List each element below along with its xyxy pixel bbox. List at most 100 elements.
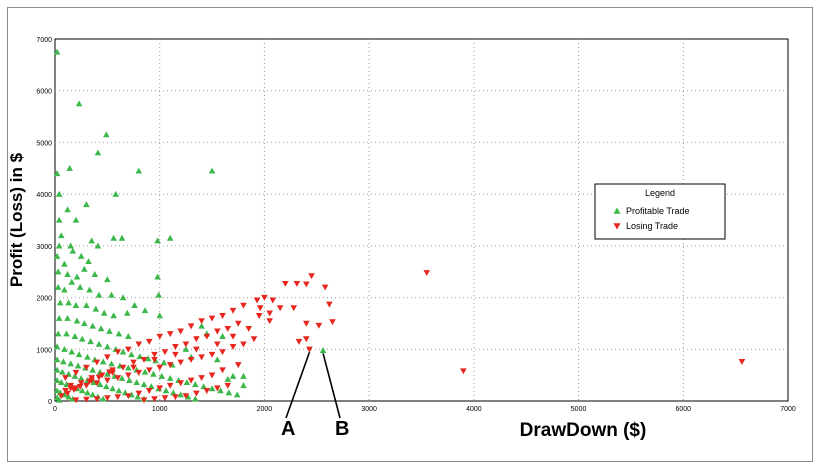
profitable-trade-point [134,393,142,400]
x-tick-label: 1000 [152,406,168,413]
losing-trade-point [135,369,143,376]
profitable-trade-point [119,348,127,355]
profitable-trade-point [84,353,91,360]
losing-trade-point [83,364,90,371]
chart-frame: 0 1000 2000 3000 4000 5000 6000 7000 0 1000 2000 30… [7,7,813,462]
losing-trade-point [208,351,216,358]
losing-trade-point [460,368,467,375]
profitable-trade-point [56,299,64,306]
profitable-trade-point [125,364,132,371]
x-tick-label: 7000 [780,406,796,413]
profitable-trade-point [53,377,61,383]
profitable-trade-point [219,333,226,339]
losing-trade-point [234,320,242,327]
losing-trade-point [161,349,169,356]
profitable-trade-point [92,305,100,312]
profitable-trade-point [78,335,86,342]
profitable-trade-point [99,395,107,402]
losing-trade-point [166,331,174,338]
losing-trade-point [57,393,65,400]
losing-trade-point [240,302,247,309]
profitable-trade-point [104,343,111,350]
losing-trade-point [224,382,232,389]
profitable-trade-point [200,383,207,390]
losing-trade-point [187,323,195,330]
losing-trade-point [187,356,195,363]
losing-trade-point [240,341,247,348]
profitable-trade-point [119,294,127,301]
axis-ticks: 0 1000 2000 3000 4000 5000 6000 7000 0 1000 2000 30… [36,37,795,413]
profitable-trade-point [68,348,76,355]
profitable-trade-point [103,131,110,138]
profitable-trade-point [109,385,116,392]
losing-trade-point [77,380,85,387]
losing-trade-point [177,380,184,387]
losing-trade-point [261,294,268,301]
losing-trade-point [177,328,184,335]
losing-trade-point [156,385,164,392]
profitable-trade-point [78,387,86,394]
grid [55,39,788,401]
profitable-trade-point [104,370,111,377]
profitable-trade-point [55,190,63,197]
y-tick-label: 6000 [36,89,52,96]
profitable-trade-point [103,383,110,390]
profitable-trade-point [96,381,104,388]
losing-trade-point [269,297,277,304]
losing-trade-point [229,333,237,340]
profitable-trade-point [229,372,237,379]
profitable-trade-point [64,314,71,321]
profitable-trade-point [94,242,102,249]
losing-trade-point [214,385,221,392]
profitable-trade-point [59,368,66,375]
profitable-trade-point [106,327,113,334]
profitable-trade-point [72,302,80,308]
profitable-trade-point [84,389,91,396]
losing-trade-point [308,273,315,280]
losing-trade-point [76,383,84,390]
profitable-trade-point [61,286,68,293]
legend-entry-losing: Losing Trade [626,221,678,231]
x-tick-label: 3000 [361,406,377,413]
profitable-trade-point [55,242,63,249]
losing-trade-point [161,395,169,402]
profitable-trade-point [91,271,99,277]
profitable-trade-point [61,260,68,267]
losing-trade-point [198,354,205,361]
profitable-trade-point [126,377,133,383]
legend-title: Legend [645,188,675,198]
profitable-trade-point [77,374,85,381]
profitable-trade-point [86,286,93,293]
losing-trade-point [83,382,90,389]
losing-trade-point [295,338,303,345]
losing-trade-point [738,359,746,365]
profitable-trade-point [53,343,61,350]
profitable-trade-point [81,265,88,272]
profitable-trade-point [53,356,61,363]
profitable-trade-point [66,164,73,171]
losing-trade-point [219,367,226,374]
losing-trade-point [93,380,101,387]
annotation-pointer [322,353,341,419]
losing-trade-point [182,393,190,400]
profitable-trade-point [112,190,120,197]
losing-trade-point [187,377,195,384]
profitable-trade-point [225,389,233,396]
profitable-trade-point [64,206,71,213]
losing-trade-point [182,341,190,348]
y-tick-label: 7000 [36,37,52,44]
losing-trade-point [256,305,264,312]
losing-trade-point [214,341,221,348]
profitable-trade-point [131,302,138,308]
profitable-trade-point [208,167,216,174]
losing-trade-point [145,338,153,345]
losing-trade-point [208,315,216,322]
losing-trade-point [253,297,261,304]
profitable-trade-point [100,309,108,316]
y-tick-label: 2000 [36,296,52,303]
profitable-trade-point [156,312,164,319]
losing-trade-point [151,356,158,363]
losing-trade-point [114,394,122,401]
y-tick-label: 3000 [36,244,52,251]
